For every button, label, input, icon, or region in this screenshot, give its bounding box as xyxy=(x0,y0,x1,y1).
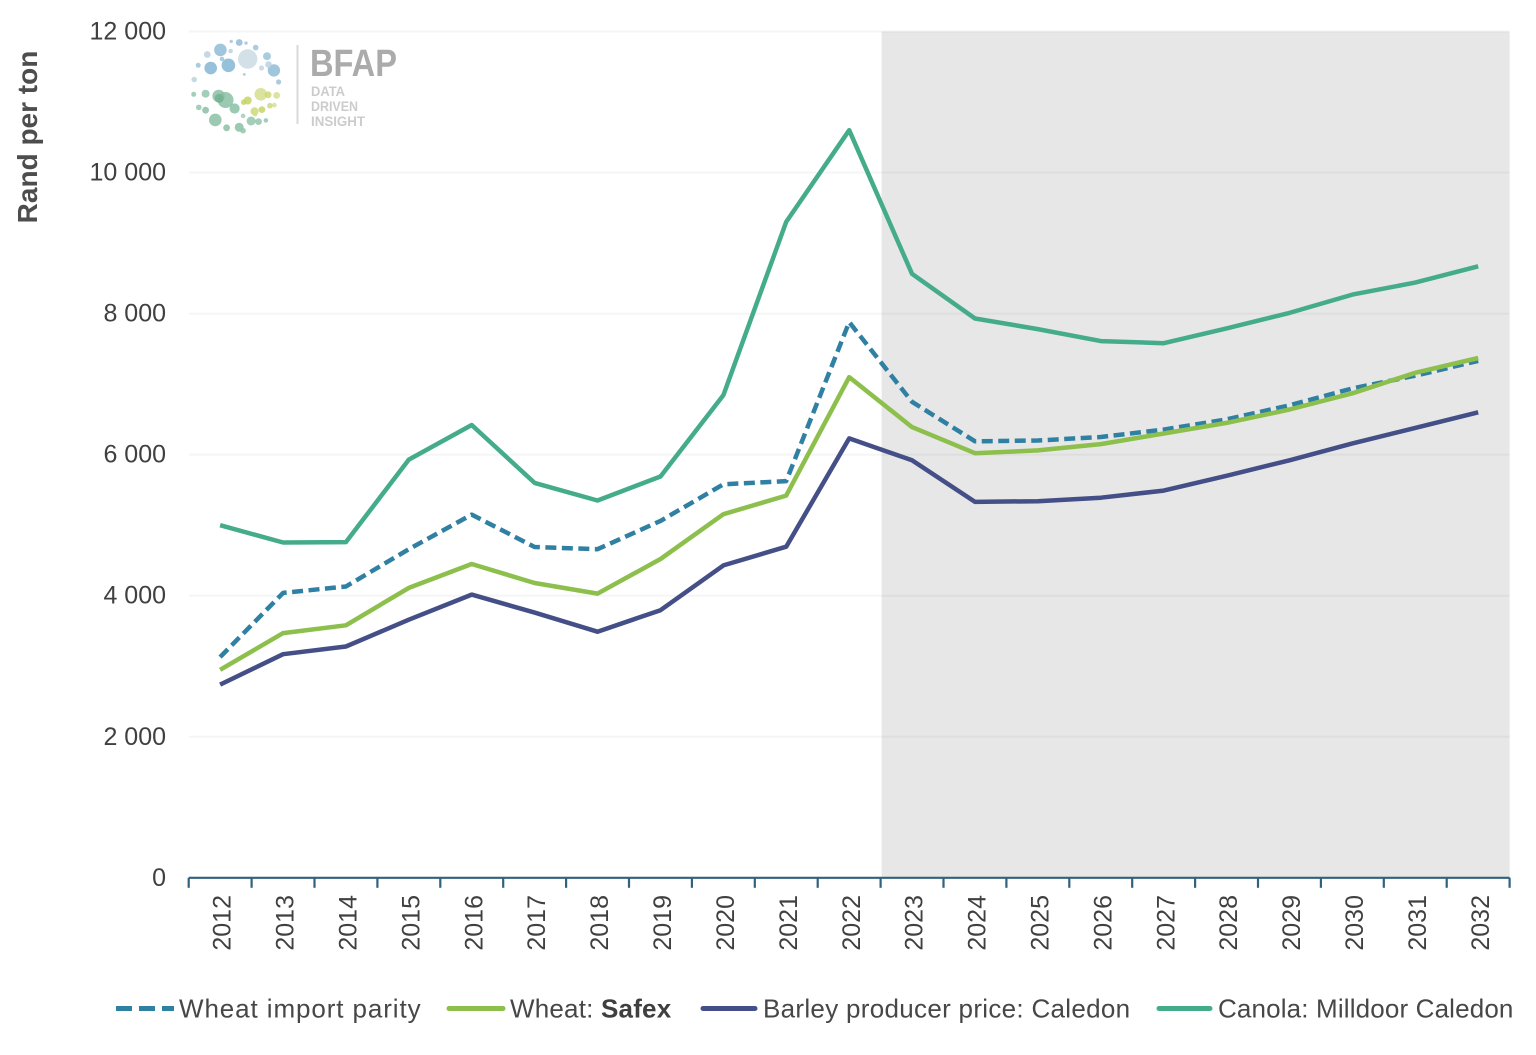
svg-text:0: 0 xyxy=(152,864,166,892)
svg-text:2030: 2030 xyxy=(1341,895,1369,951)
svg-text:10 000: 10 000 xyxy=(90,159,166,187)
svg-text:2021: 2021 xyxy=(775,895,803,951)
svg-text:2029: 2029 xyxy=(1278,895,1306,951)
svg-text:BFAP: BFAP xyxy=(310,43,397,85)
svg-text:2028: 2028 xyxy=(1215,895,1243,951)
svg-text:2012: 2012 xyxy=(209,895,237,951)
svg-text:4 000: 4 000 xyxy=(103,582,166,610)
svg-text:12 000: 12 000 xyxy=(90,18,166,46)
svg-text:2 000: 2 000 xyxy=(103,723,166,751)
svg-text:DATA: DATA xyxy=(311,83,345,99)
svg-text:INSIGHT: INSIGHT xyxy=(311,113,365,129)
svg-text:2016: 2016 xyxy=(460,895,488,951)
svg-text:2014: 2014 xyxy=(335,895,363,951)
svg-text:2027: 2027 xyxy=(1152,895,1180,951)
svg-text:2026: 2026 xyxy=(1089,895,1117,951)
svg-text:2019: 2019 xyxy=(649,895,677,951)
svg-text:Canola: Milldoor Caledon: Canola: Milldoor Caledon xyxy=(1218,994,1514,1024)
svg-text:Barley producer price: Caledon: Barley producer price: Caledon xyxy=(763,994,1130,1024)
svg-text:2025: 2025 xyxy=(1026,895,1054,951)
svg-text:2022: 2022 xyxy=(838,895,866,951)
svg-text:DRIVEN: DRIVEN xyxy=(311,98,358,114)
svg-text:8 000: 8 000 xyxy=(103,300,166,328)
svg-text:Wheat: Safex: Wheat: Safex xyxy=(510,994,672,1024)
svg-text:Rand per ton: Rand per ton xyxy=(12,51,43,224)
svg-text:2031: 2031 xyxy=(1404,895,1432,951)
svg-text:2017: 2017 xyxy=(523,895,551,951)
svg-text:2018: 2018 xyxy=(586,895,614,951)
svg-text:2023: 2023 xyxy=(901,895,929,951)
svg-text:2015: 2015 xyxy=(397,895,425,951)
svg-text:2013: 2013 xyxy=(272,895,300,951)
svg-text:Wheat import parity: Wheat import parity xyxy=(179,994,422,1024)
svg-text:2020: 2020 xyxy=(712,895,740,951)
svg-text:2024: 2024 xyxy=(964,895,992,951)
svg-text:6 000: 6 000 xyxy=(103,441,166,469)
svg-text:2032: 2032 xyxy=(1467,895,1495,951)
